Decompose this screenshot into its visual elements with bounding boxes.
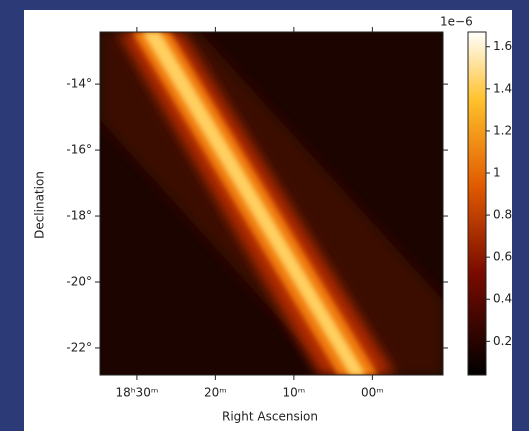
y-tick-label: -22° xyxy=(66,340,92,354)
y-tick-label: -20° xyxy=(66,274,92,288)
colorbar xyxy=(467,31,487,376)
colorbar-tick-label: 1.2 xyxy=(493,123,512,137)
colorbar-tick-label: 1.4 xyxy=(493,81,512,95)
colorbar-tick-label: 0.8 xyxy=(493,208,512,222)
x-axis-label: Right Ascension xyxy=(222,410,318,424)
x-tick-label: 20ᵐ xyxy=(204,386,227,400)
y-tick-label: -16° xyxy=(66,143,92,157)
plot-frame xyxy=(99,31,444,376)
y-axis-label: Declination xyxy=(33,171,47,239)
x-tick-label: 18ʰ30ᵐ xyxy=(115,386,158,400)
x-tick-label: 00ᵐ xyxy=(361,386,384,400)
colorbar-tick-label: 0.6 xyxy=(493,250,512,264)
colorbar-tick-label: 0.2 xyxy=(493,334,512,348)
y-tick-label: -18° xyxy=(66,209,92,223)
colorbar-tick-label: 0.4 xyxy=(493,292,512,306)
colorbar-tick-label: 1 xyxy=(493,165,501,179)
colorbar-offset: 1e−6 xyxy=(440,15,473,29)
colorbar-tick-label: 1.6 xyxy=(493,39,512,53)
sky-image xyxy=(100,32,443,375)
x-tick-label: 10ᵐ xyxy=(282,386,305,400)
y-tick-label: -14° xyxy=(66,77,92,91)
